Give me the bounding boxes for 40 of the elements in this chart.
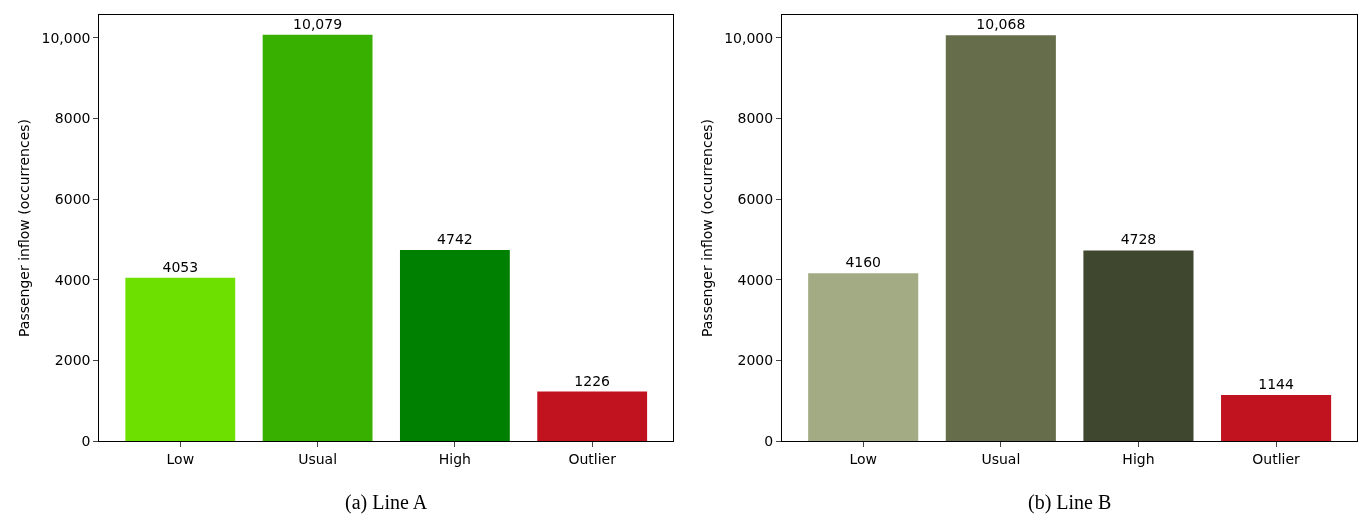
y-tick-label: 2000 — [737, 352, 774, 369]
y-axis-title: Passenger inflow (occurrences) — [698, 118, 715, 338]
bar — [399, 249, 510, 441]
y-tick-label: 0 — [81, 432, 91, 449]
x-tick-label: Low — [849, 450, 877, 467]
data-label: 10,068 — [976, 16, 1026, 33]
text: (a) Line A — [345, 491, 428, 514]
data-label: 1144 — [1258, 375, 1294, 392]
y-tick-label: 10,000 — [41, 29, 91, 46]
y-axis-title: Passenger inflow (occurrences) — [16, 118, 33, 338]
x-tick-label: Outlier — [1252, 450, 1301, 467]
y-tick-label: 8000 — [737, 110, 774, 127]
y-tick-label: 4000 — [54, 271, 91, 288]
y-tick-label: 2000 — [54, 352, 91, 369]
text: (b) Line B — [1028, 491, 1112, 514]
y-tick-label: 6000 — [737, 191, 774, 208]
bar — [1083, 250, 1194, 441]
bar — [1221, 394, 1332, 441]
x-tick-label: Low — [166, 450, 195, 467]
data-label: 4742 — [437, 230, 473, 247]
data-label: 1226 — [574, 372, 611, 389]
bar — [808, 273, 919, 441]
data-label: 10,079 — [293, 15, 343, 32]
x-tick-label: Outlier — [568, 450, 617, 467]
bar — [537, 391, 648, 441]
y-tick-label: 6000 — [54, 191, 91, 208]
y-tick-label: 10,000 — [724, 29, 774, 46]
x-tick-label: Usual — [298, 450, 338, 467]
data-label: 4728 — [1120, 231, 1157, 248]
data-label: 4053 — [162, 258, 199, 275]
data-label: 4160 — [845, 254, 882, 271]
y-tick-label: 4000 — [737, 271, 774, 288]
x-tick-label: Usual — [981, 450, 1021, 467]
y-tick-label: 0 — [764, 432, 774, 449]
x-tick-label: High — [438, 450, 471, 467]
bar — [945, 35, 1056, 441]
bar — [262, 34, 373, 441]
y-tick-label: 8000 — [54, 110, 91, 127]
x-tick-label: High — [1122, 450, 1155, 467]
bar — [125, 277, 236, 441]
